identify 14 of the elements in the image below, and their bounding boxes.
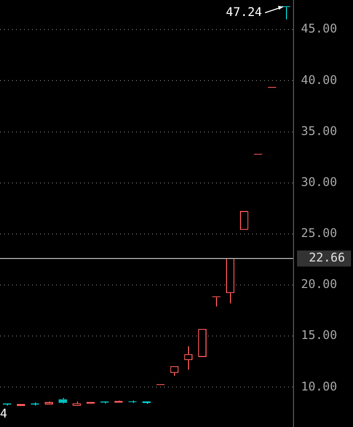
ref-line-label: 22.66 (308, 250, 345, 265)
candlestick (240, 210, 248, 230)
y-tick-label: 35.00 (301, 124, 338, 138)
candlestick (198, 328, 206, 358)
annotation: 47.24 (226, 4, 262, 19)
y-tick-label: 15.00 (301, 328, 338, 342)
y-tick-label: 45.00 (301, 22, 338, 36)
y-tick-label: 30.00 (301, 174, 338, 189)
y-tick-label: 10.00 (301, 379, 338, 394)
y-tick-label: 20.00 (301, 277, 338, 292)
y-tick-label: 25.00 (301, 226, 338, 240)
candlestick (44, 402, 54, 405)
annotation: 4 (0, 406, 8, 421)
y-tick-label: 40.00 (301, 72, 338, 87)
